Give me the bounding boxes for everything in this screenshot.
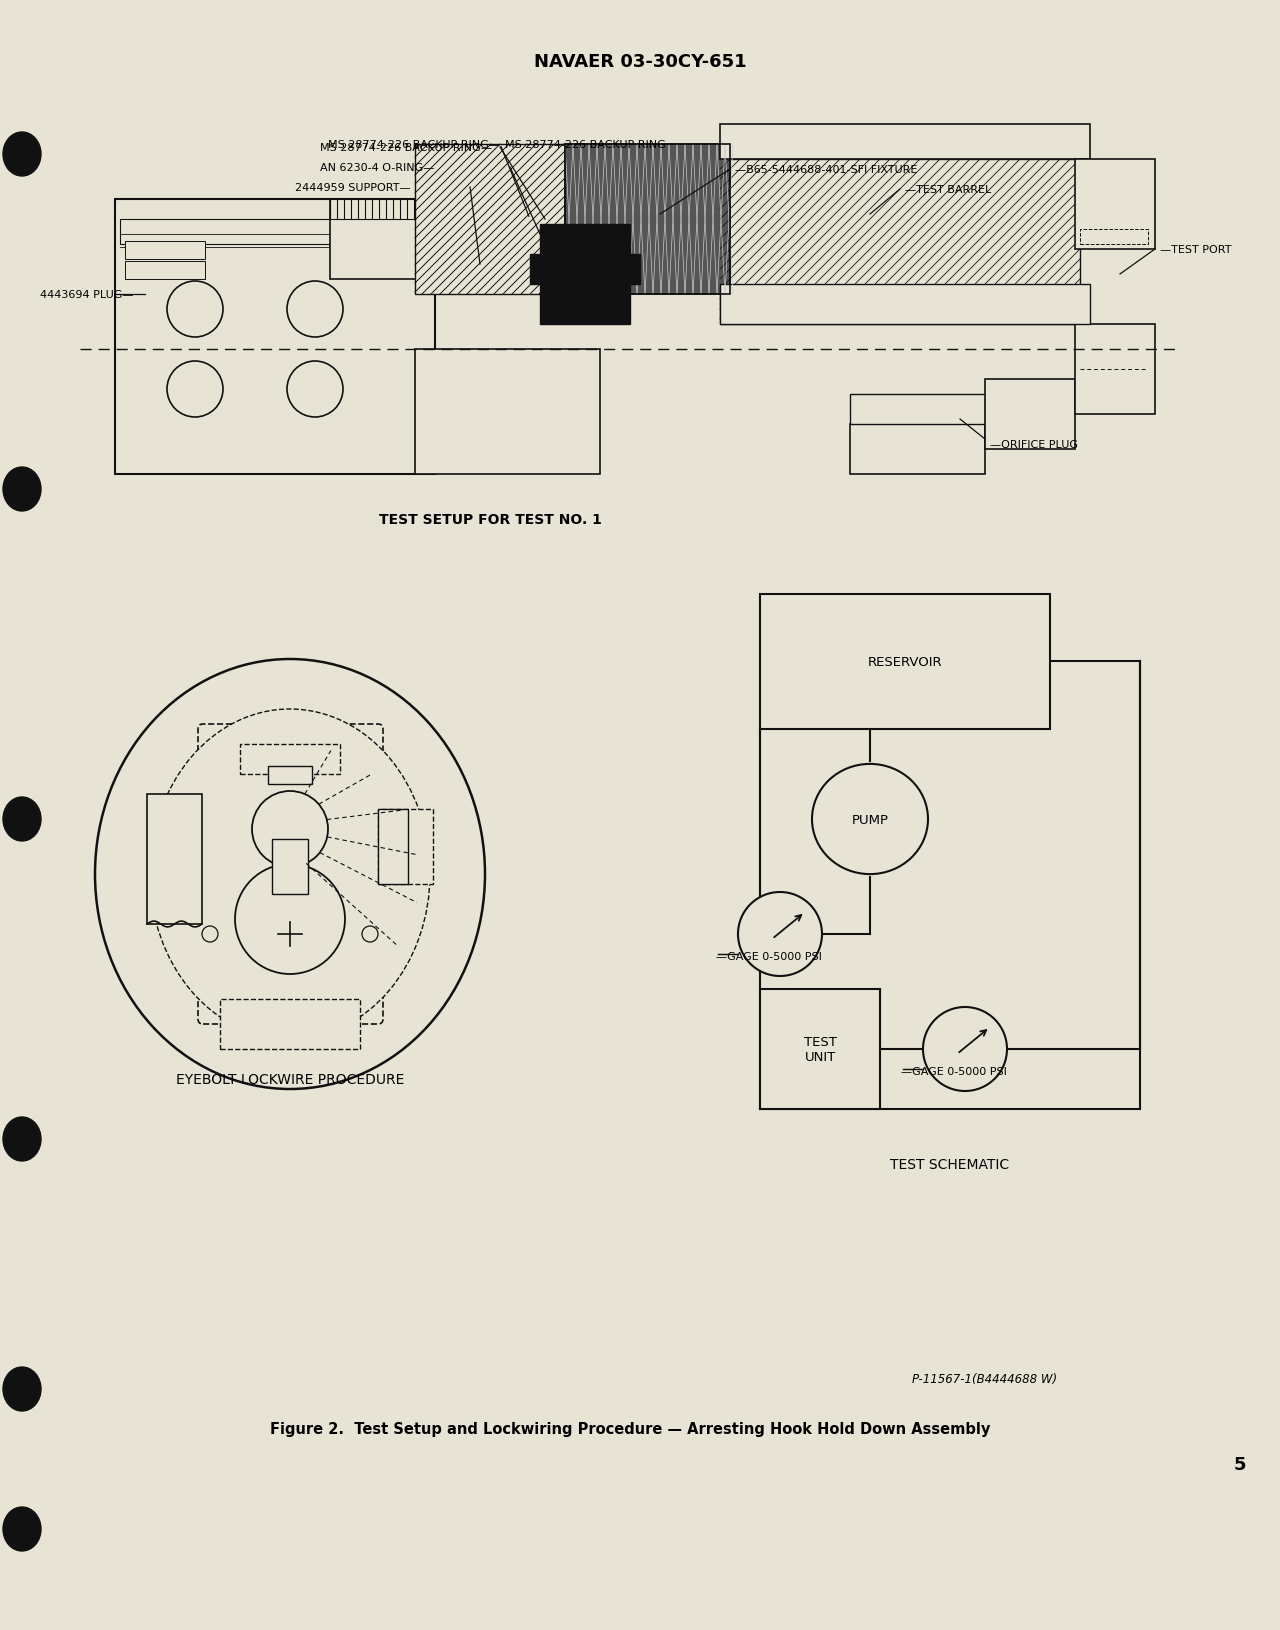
Bar <box>719 285 1091 324</box>
Text: —TEST BARREL: —TEST BARREL <box>905 184 991 196</box>
Bar <box>147 794 202 924</box>
Text: —B65-5444688-401-SFI FIXTURE: —B65-5444688-401-SFI FIXTURE <box>735 165 918 174</box>
Bar <box>268 766 312 784</box>
Bar <box>220 999 360 1050</box>
Text: —ORIFICE PLUG: —ORIFICE PLUG <box>989 440 1078 450</box>
Text: NAVAER 03-30CY-651: NAVAER 03-30CY-651 <box>534 52 746 72</box>
Circle shape <box>166 282 223 337</box>
Text: TEST SETUP FOR TEST NO. 1: TEST SETUP FOR TEST NO. 1 <box>379 513 602 526</box>
Text: 5: 5 <box>1234 1456 1247 1474</box>
Text: TEST
UNIT: TEST UNIT <box>804 1035 836 1063</box>
Text: EYEBOLT LOCKWIRE PROCEDURE: EYEBOLT LOCKWIRE PROCEDURE <box>175 1073 404 1086</box>
Ellipse shape <box>95 660 485 1089</box>
Bar <box>1075 324 1155 414</box>
Circle shape <box>287 282 343 337</box>
Bar <box>564 145 730 295</box>
Text: —GAGE 0-5000 PSI: —GAGE 0-5000 PSI <box>901 1066 1007 1076</box>
Bar <box>241 745 340 774</box>
FancyBboxPatch shape <box>198 725 383 1024</box>
Text: 2444959 SUPPORT—: 2444959 SUPPORT— <box>294 183 411 192</box>
Circle shape <box>166 362 223 417</box>
Bar <box>850 425 986 474</box>
Bar <box>125 241 205 259</box>
Bar <box>120 220 430 244</box>
Ellipse shape <box>3 797 41 841</box>
Bar <box>330 200 420 280</box>
Bar <box>1080 230 1148 244</box>
Circle shape <box>202 926 218 942</box>
Circle shape <box>236 864 346 975</box>
Bar <box>986 380 1075 450</box>
Text: 4443694 PLUG—: 4443694 PLUG— <box>40 290 133 300</box>
Bar <box>415 350 600 474</box>
Bar <box>415 145 600 295</box>
Circle shape <box>739 893 822 976</box>
Circle shape <box>252 792 328 867</box>
Text: MS 28774-226 BACKUP RING—: MS 28774-226 BACKUP RING— <box>320 143 492 153</box>
Bar <box>273 839 308 895</box>
Bar <box>850 394 986 425</box>
Ellipse shape <box>3 468 41 512</box>
Circle shape <box>923 1007 1007 1092</box>
Circle shape <box>362 926 378 942</box>
Bar <box>540 225 630 324</box>
Bar <box>1075 160 1155 249</box>
Ellipse shape <box>3 1508 41 1552</box>
Bar <box>530 254 640 285</box>
Text: AN 6230-4 O-RING—: AN 6230-4 O-RING— <box>320 163 434 173</box>
Bar <box>115 200 435 474</box>
Bar <box>760 595 1050 730</box>
Text: RESERVOIR: RESERVOIR <box>868 655 942 668</box>
Bar <box>719 126 1091 160</box>
Text: TEST SCHEMATIC: TEST SCHEMATIC <box>891 1157 1010 1172</box>
Circle shape <box>287 362 343 417</box>
Bar <box>378 810 433 885</box>
Text: Figure 2.  Test Setup and Lockwiring Procedure — Arresting Hook Hold Down Assemb: Figure 2. Test Setup and Lockwiring Proc… <box>270 1421 991 1436</box>
Bar <box>125 262 205 280</box>
Ellipse shape <box>3 1117 41 1161</box>
Bar <box>378 810 408 885</box>
Bar <box>564 145 730 295</box>
Text: —TEST PORT: —TEST PORT <box>1160 244 1231 254</box>
Text: MS 28774-226 BACKUP RING—: MS 28774-226 BACKUP RING— <box>328 140 500 150</box>
Bar <box>760 989 881 1110</box>
Ellipse shape <box>150 709 430 1040</box>
Bar <box>330 200 420 220</box>
Text: —GAGE 0-5000 PSI: —GAGE 0-5000 PSI <box>716 952 822 962</box>
Ellipse shape <box>3 134 41 178</box>
Text: MS 28774-226 BACKUP RING: MS 28774-226 BACKUP RING <box>506 140 666 150</box>
Ellipse shape <box>3 1368 41 1412</box>
Bar <box>719 160 1080 324</box>
Ellipse shape <box>812 764 928 875</box>
Text: PUMP: PUMP <box>851 813 888 826</box>
Text: P-11567-1(B4444688 W): P-11567-1(B4444688 W) <box>913 1372 1057 1386</box>
